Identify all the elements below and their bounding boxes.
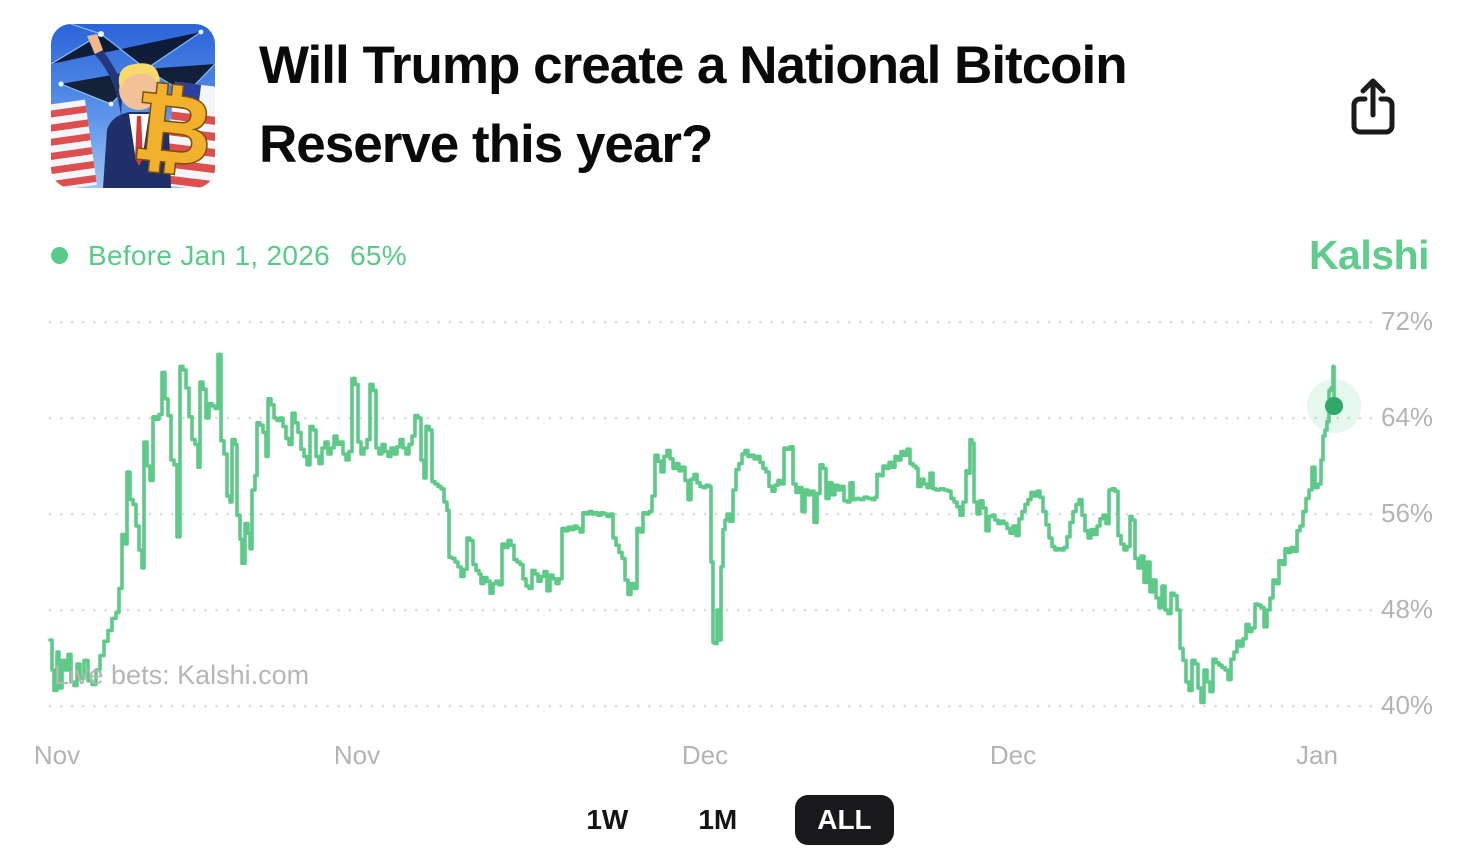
x-axis-label: Dec [989, 740, 1037, 770]
y-axis-label: 40% [1381, 690, 1434, 720]
y-axis-label: 72% [1381, 306, 1434, 336]
price-line [48, 352, 1336, 705]
y-axis-label: 64% [1381, 402, 1434, 432]
market-title: Will Trump create a National Bitcoin Res… [259, 36, 1128, 174]
endpoint-dot [1325, 397, 1343, 415]
range-all-button[interactable]: ALL [795, 795, 894, 845]
us-flag-right [162, 81, 215, 188]
legend-dot-icon [51, 247, 68, 264]
x-axis-label: Nov [33, 740, 81, 770]
share-icon [1351, 78, 1395, 134]
bitcoin-symbol: ₿ [128, 69, 215, 188]
series-legend: Before Jan 1, 2026 65% [51, 240, 407, 272]
range-1m-button[interactable]: 1M [686, 796, 749, 844]
range-selector: 1W 1M ALL [0, 795, 1468, 845]
trump-figure [87, 34, 171, 188]
x-axis-label: Jan [1296, 740, 1338, 770]
x-axis-label: Dec [681, 740, 729, 770]
legend-current-value: 65% [350, 239, 407, 271]
y-axis-label: 56% [1381, 498, 1434, 528]
watermark: Live bets: Kalshi.com [54, 660, 310, 690]
market-thumbnail: ₿ [51, 24, 215, 188]
x-axis-label: Nov [333, 740, 381, 770]
legend-row: Before Jan 1, 2026 65% Kalshi [51, 232, 1430, 279]
kalshi-logo[interactable]: Kalshi [1308, 232, 1430, 278]
legend-label: Before Jan 1, 2026 [88, 239, 331, 271]
trump-bitcoin-illustration: ₿ [51, 24, 215, 188]
us-flag-left [51, 99, 97, 188]
range-1w-button[interactable]: 1W [574, 796, 640, 844]
share-button[interactable] [1344, 68, 1402, 148]
y-axis-label: 48% [1381, 594, 1434, 624]
